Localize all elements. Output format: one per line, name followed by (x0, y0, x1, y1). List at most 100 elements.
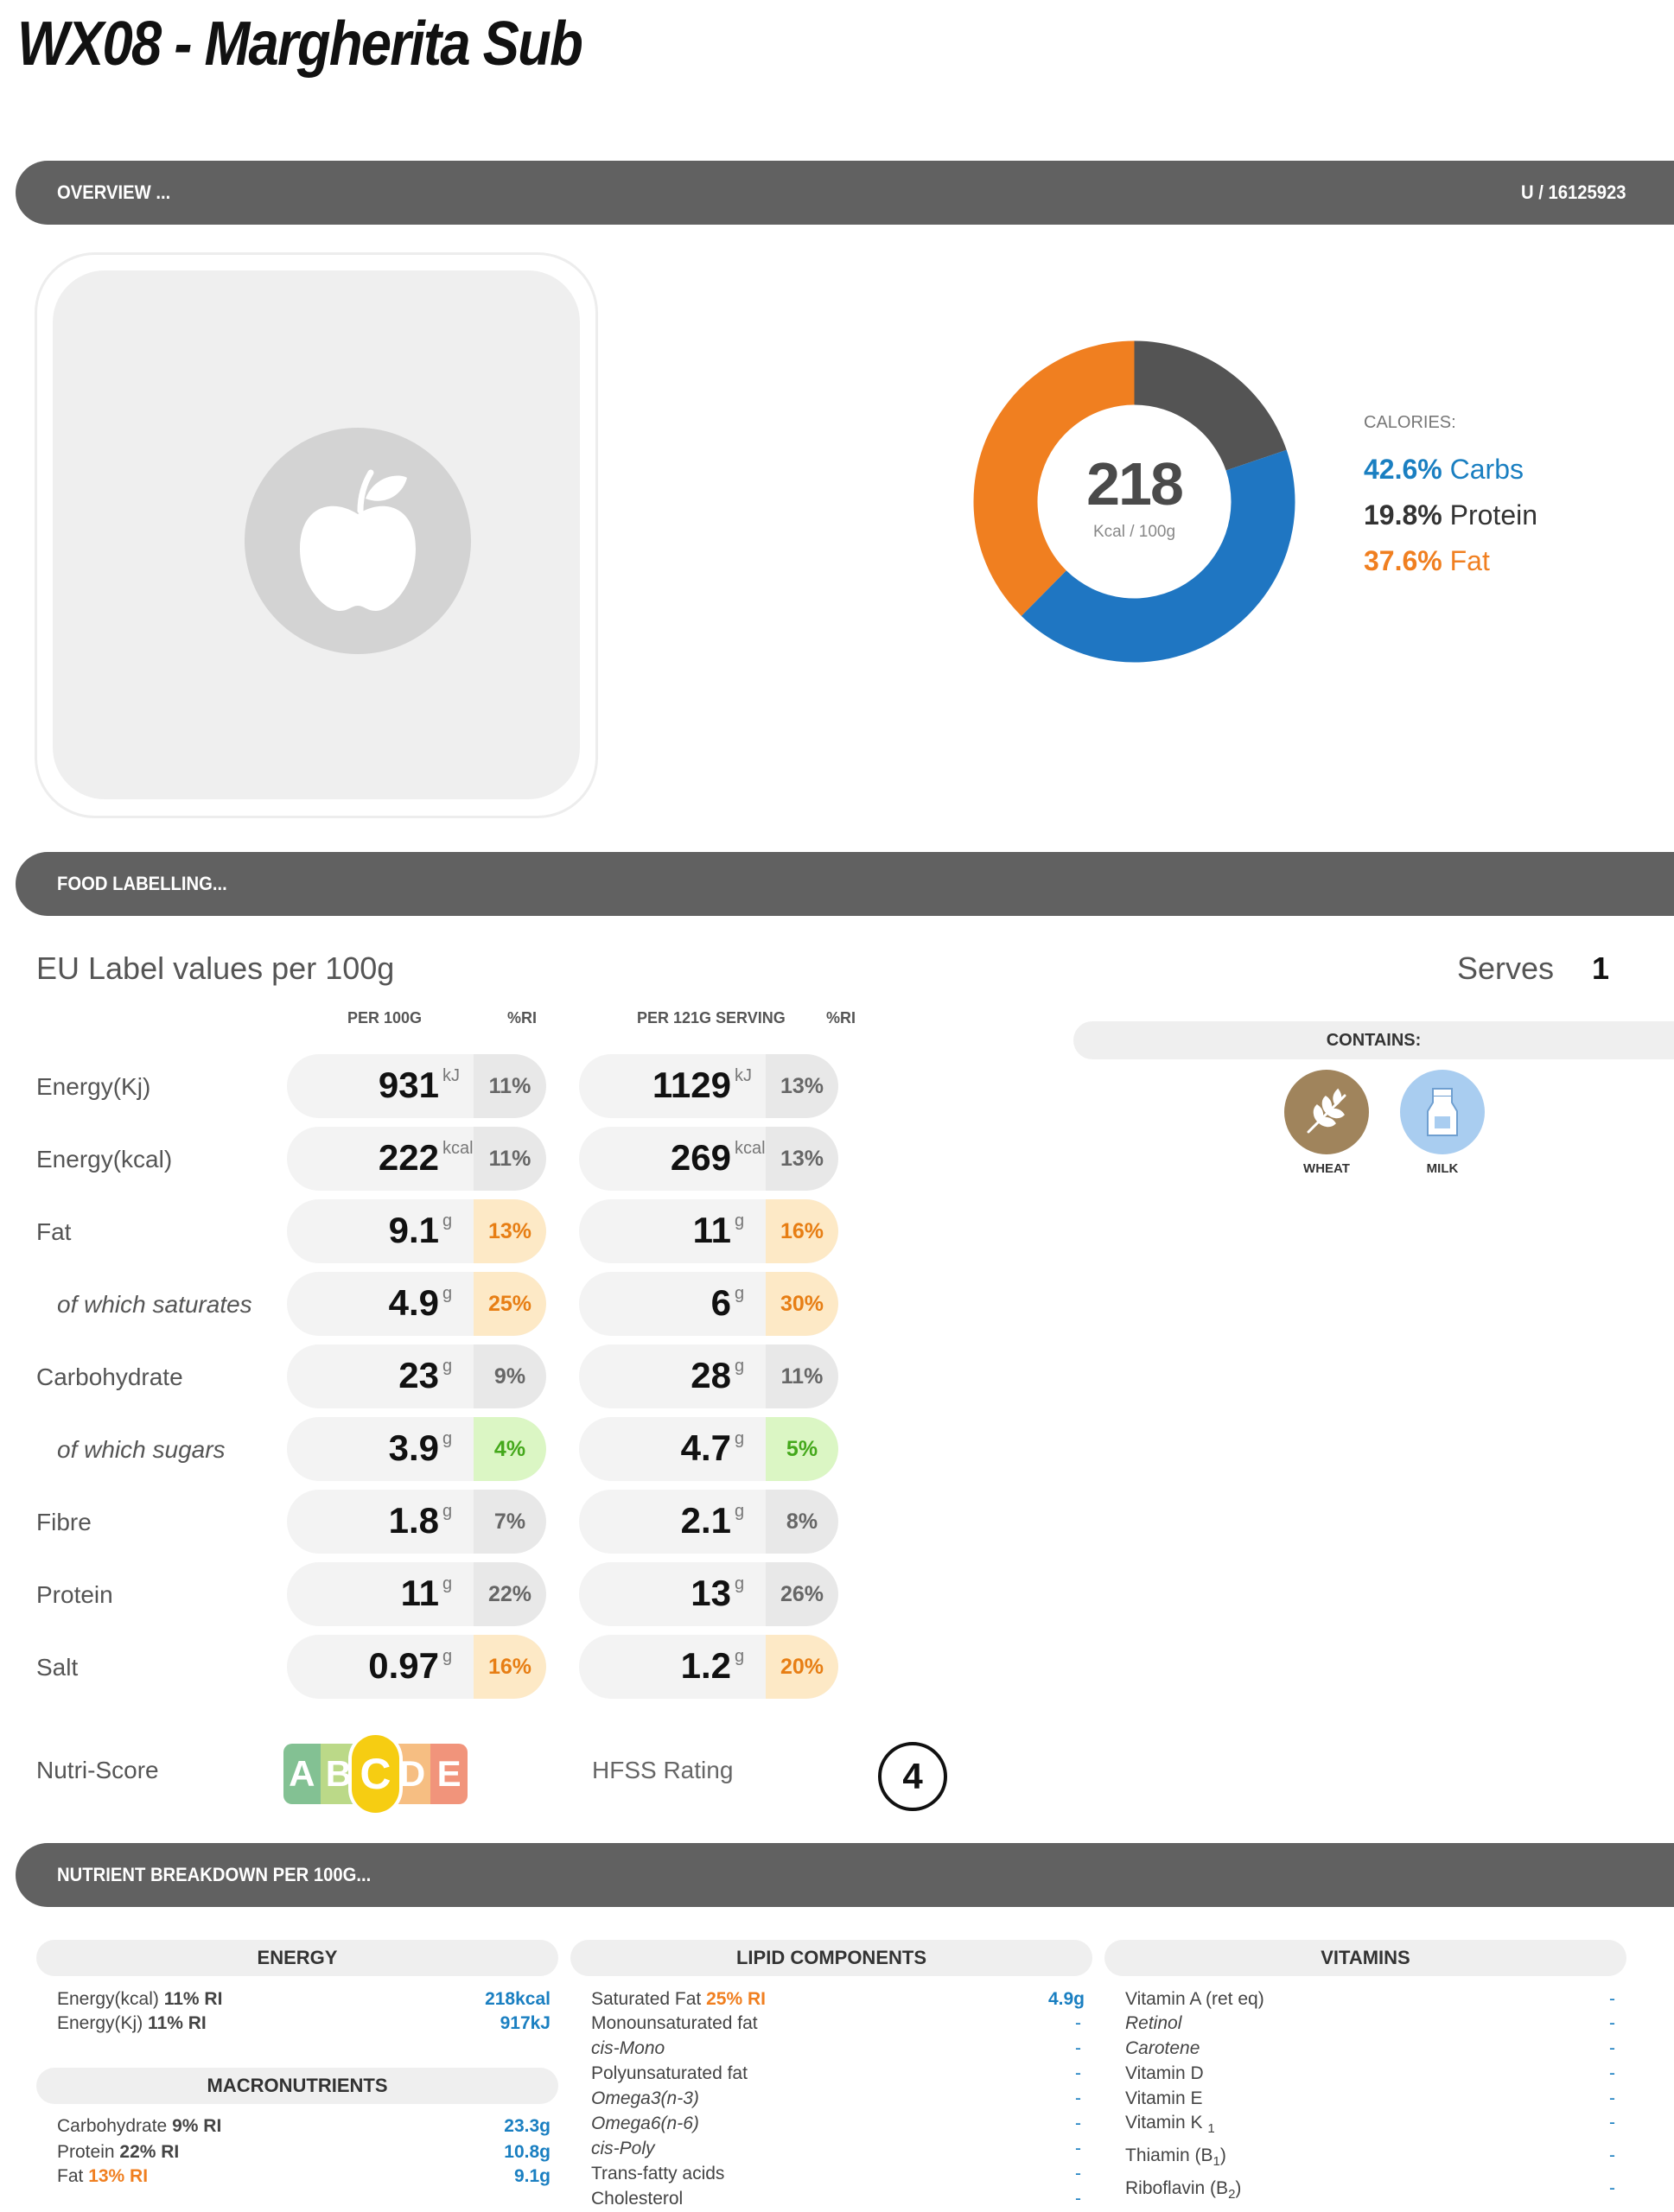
per-serving-unit: g (735, 1574, 745, 1593)
macronutrients-heading: MACRONUTRIENTS (36, 2068, 558, 2104)
per-100g-value: 11 (400, 1573, 439, 1613)
vitamins-heading: VITAMINS (1104, 1940, 1626, 1976)
hfss-label: HFSS Rating (592, 1757, 734, 1783)
per-serving-unit: g (735, 1429, 745, 1448)
energy-kcal-value: 218kcal (485, 1989, 551, 2009)
per-serving-pill: 11 g 16% (579, 1199, 838, 1263)
vitamin-item-value: - (1609, 1989, 1615, 2009)
lipid-item: Trans-fatty acids (591, 2164, 725, 2183)
lipid-item-value: - (1075, 2139, 1081, 2158)
per-serving-unit: kJ (735, 1066, 752, 1085)
macro-protein-value: 10.8g (504, 2142, 551, 2162)
serves-label: Serves (1457, 950, 1555, 986)
calories-heading: CALORIES: (1364, 413, 1456, 432)
macro-carb-value: 23.3g (504, 2116, 551, 2136)
per-100g-unit: g (442, 1647, 453, 1666)
breakdown-section-bar[interactable]: NUTRIENT BREAKDOWN PER 100G... (16, 1843, 1674, 1907)
row-label: Energy(Kj) (36, 1073, 151, 1100)
saturated-fat-line: Saturated Fat 25% RI (591, 1989, 766, 2009)
col-ri-100g: %RI (507, 1009, 538, 1027)
lipid-item: cis-Poly (591, 2139, 655, 2158)
per-serving-pill: 6 g 30% (579, 1272, 838, 1336)
col-per-serving: PER 121G SERVING (637, 1009, 786, 1027)
calorie-unit: Kcal / 100g (1092, 523, 1176, 541)
per-serving-pill: 1129 kJ 13% (579, 1054, 838, 1118)
per-100g-pill: 222 kcal 11% (287, 1127, 546, 1191)
apple-placeholder-icon (245, 428, 471, 654)
overview-section-bar[interactable]: OVERVIEW ... U / 16125923 (16, 161, 1674, 225)
per-serving-value: 1.2 (680, 1645, 731, 1686)
per-100g-pill: 11 g 22% (287, 1562, 546, 1626)
lipid-item: cis-Mono (591, 2038, 665, 2058)
per-100g-value: 931 (378, 1065, 439, 1105)
food-labelling-label: FOOD LABELLING... (57, 873, 227, 894)
milk-label: MILK (1426, 1161, 1459, 1176)
per-serving-value: 28 (691, 1355, 731, 1395)
lipid-item-value: - (1075, 2164, 1081, 2183)
per-serving-pill: 28 g 11% (579, 1344, 838, 1408)
per-100g-ri-badge: 7% (474, 1490, 546, 1554)
vitamin-item: Thiamin (B1) (1125, 2145, 1226, 2170)
per-100g-ri-badge: 4% (474, 1417, 546, 1481)
macro-fat-line: Fat 13% RI (57, 2166, 149, 2186)
per-100g-unit: kJ (442, 1066, 460, 1085)
vitamin-item-value: - (1609, 2178, 1615, 2198)
lipid-item-value: - (1075, 2013, 1081, 2033)
lipid-item-value: - (1075, 2189, 1081, 2209)
donut-slice-protein (1134, 340, 1287, 471)
per-serving-pill: 13 g 26% (579, 1562, 838, 1626)
per-serving-ri-badge: 5% (766, 1417, 838, 1481)
per-100g-unit: g (442, 1357, 453, 1376)
per-serving-unit: g (735, 1502, 745, 1521)
per-100g-pill: 4.9 g 25% (287, 1272, 546, 1336)
nutri-letter-e: E (430, 1744, 468, 1804)
energy-heading: ENERGY (36, 1940, 558, 1976)
per-100g-ri-badge: 11% (474, 1054, 546, 1118)
overview-label: OVERVIEW ... (57, 181, 171, 203)
per-serving-value: 13 (691, 1573, 731, 1613)
row-label: Protein (36, 1581, 113, 1608)
per-100g-unit: g (442, 1211, 453, 1230)
vitamin-item: Vitamin K 1 (1125, 2113, 1215, 2137)
carbs-share: 42.6% Carbs (1364, 454, 1524, 485)
col-ri-serving: %RI (826, 1009, 856, 1027)
vitamin-item: Carotene (1125, 2038, 1200, 2058)
per-100g-unit: g (442, 1284, 453, 1303)
vitamin-item: Vitamin D (1125, 2063, 1204, 2083)
per-serving-value: 1129 (652, 1065, 731, 1105)
nutri-score-label: Nutri-Score (36, 1757, 159, 1783)
per-100g-ri-badge: 22% (474, 1562, 546, 1626)
per-100g-value: 3.9 (388, 1427, 439, 1468)
vitamin-item-value: - (1609, 2038, 1615, 2058)
row-label: of which saturates (57, 1291, 252, 1318)
per-100g-pill: 9.1 g 13% (287, 1199, 546, 1263)
product-code: U / 16125923 (1520, 181, 1626, 203)
per-serving-unit: g (735, 1211, 745, 1230)
per-100g-ri-badge: 16% (474, 1635, 546, 1699)
vitamin-item: Retinol (1125, 2013, 1182, 2033)
per-serving-value: 269 (670, 1137, 731, 1178)
per-100g-unit: g (442, 1429, 453, 1448)
per-100g-value: 23 (398, 1355, 439, 1395)
per-100g-pill: 1.8 g 7% (287, 1490, 546, 1554)
per-serving-pill: 1.2 g 20% (579, 1635, 838, 1699)
per-serving-ri-badge: 13% (766, 1054, 838, 1118)
macro-fat-value: 9.1g (513, 2166, 551, 2186)
per-100g-pill: 931 kJ 11% (287, 1054, 546, 1118)
per-100g-pill: 23 g 9% (287, 1344, 546, 1408)
contains-heading: CONTAINS: (1073, 1021, 1674, 1059)
per-100g-value: 0.97 (368, 1645, 439, 1686)
vitamin-item-value: - (1609, 2113, 1615, 2133)
product-image-placeholder (53, 270, 580, 799)
food-labelling-section-bar[interactable]: FOOD LABELLING... (16, 852, 1674, 916)
lipid-components-heading: LIPID COMPONENTS (570, 1940, 1092, 1976)
page-title: WX08 - Margherita Sub (17, 10, 583, 79)
per-serving-ri-badge: 16% (766, 1199, 838, 1263)
lipid-item: Cholesterol (591, 2189, 684, 2209)
nutri-letter-b: B (320, 1744, 358, 1804)
lipid-item-value: - (1075, 2063, 1081, 2083)
row-label: Carbohydrate (36, 1363, 183, 1390)
per-100g-pill: 0.97 g 16% (287, 1635, 546, 1699)
calorie-donut-chart (973, 340, 1295, 663)
